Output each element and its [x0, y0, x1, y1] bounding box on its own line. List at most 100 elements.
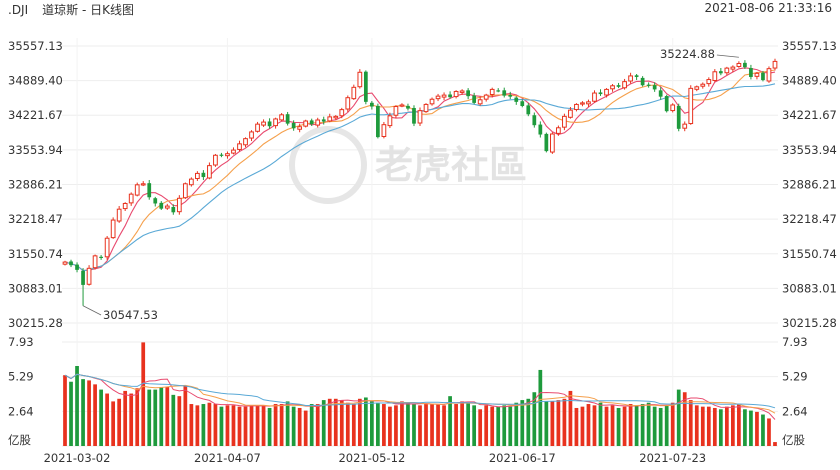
candle-body [652, 85, 657, 90]
candle-body [381, 124, 387, 137]
price-tick-right: 31550.74 [782, 247, 837, 261]
candle-body [333, 115, 339, 119]
candle-body [628, 75, 633, 82]
candle-body [406, 105, 410, 109]
candle-body [435, 95, 441, 100]
volume-bar [622, 406, 627, 446]
candle-body [159, 202, 164, 209]
volume-bar [520, 400, 525, 446]
candle-body [140, 183, 146, 186]
candle-body [772, 60, 778, 69]
candle-body [99, 256, 103, 258]
candle-body [412, 107, 416, 124]
volume-bar [490, 406, 495, 446]
volume-bar [93, 384, 97, 446]
volume-bar [634, 405, 639, 446]
volume-bar [376, 402, 380, 446]
price-tick-left: 33553.94 [8, 143, 63, 157]
candle-body [544, 133, 549, 152]
candle-body [532, 115, 537, 126]
chart-title: 道琼斯 - 日K线图 [42, 3, 134, 17]
volume-bar [333, 398, 338, 446]
candle-body [327, 116, 333, 122]
candle-body [86, 267, 92, 285]
volume-bar [69, 381, 73, 446]
candle-body [682, 123, 688, 129]
volume-unit-left: 亿股 [8, 433, 31, 447]
volume-bar [303, 410, 308, 446]
candle-body [291, 123, 296, 129]
date-tick: 2021-05-12 [338, 451, 405, 465]
candle-body [303, 120, 309, 127]
volume-bar [129, 393, 134, 446]
volume-bar [105, 393, 109, 446]
candle-body [568, 109, 573, 118]
volume-bar [382, 404, 386, 446]
candle-body [441, 94, 447, 98]
volume-bar [514, 402, 519, 446]
candle-body [188, 178, 194, 186]
volume-ma20-line [64, 373, 776, 409]
candle-body [182, 183, 188, 199]
volume-bar [412, 404, 416, 446]
volume-bar [135, 388, 140, 446]
watermark-logo [289, 126, 367, 204]
volume-bar [484, 405, 489, 446]
volume-bar [406, 402, 410, 446]
volume-series [63, 342, 777, 446]
candle-body [195, 172, 200, 179]
candle-body [207, 165, 212, 179]
candle-body [700, 83, 706, 87]
price-tick-right: 34889.40 [782, 74, 837, 88]
volume-bar [213, 404, 218, 446]
candle-body [754, 72, 760, 77]
price-tick-right: 34221.67 [782, 108, 837, 122]
volume-ma5-line [64, 373, 776, 420]
candle-body [201, 172, 206, 178]
candle-body [694, 86, 700, 90]
volume-bar [255, 405, 260, 446]
candle-body [622, 81, 627, 89]
candle-body [472, 95, 477, 103]
candle-body [453, 90, 459, 98]
price-tick-right: 33553.94 [782, 143, 837, 157]
candle-body [676, 105, 681, 129]
candle-body [610, 85, 615, 90]
volume-bar [267, 407, 272, 446]
candle-body [171, 207, 176, 213]
candle-body [249, 131, 254, 139]
volume-bar [712, 407, 717, 446]
volume-bar [357, 398, 362, 446]
candle-body [164, 205, 170, 209]
candle-body [550, 133, 555, 153]
volume-bar [761, 414, 765, 446]
candle-body [69, 261, 73, 266]
candle-body [261, 121, 266, 126]
candle-body [92, 255, 98, 269]
volume-bar [75, 366, 79, 446]
candle-body [749, 68, 753, 77]
volume-bar [610, 405, 615, 446]
volume-tick-left: 7.93 [8, 335, 34, 349]
candle-body [496, 90, 501, 92]
volume-bar [682, 392, 687, 446]
volume-bar [743, 409, 747, 446]
chart-header-left: .DJI 道琼斯 - 日K线图 [8, 1, 148, 18]
candle-body [153, 198, 158, 204]
volume-tick-right: 5.29 [782, 370, 808, 384]
volume-average-lines [64, 373, 776, 420]
candle-body [285, 114, 290, 124]
volume-bar [737, 404, 741, 446]
volume-bar [394, 405, 398, 446]
candle-body [706, 79, 712, 85]
volume-bar [604, 406, 609, 446]
candle-body [237, 143, 242, 150]
date-tick: 2021-04-07 [194, 451, 261, 465]
volume-bar [309, 404, 314, 446]
price-tick-right: 30215.28 [782, 316, 837, 330]
candle-body [502, 90, 507, 96]
volume-bar [424, 404, 428, 446]
volume-bar [598, 402, 603, 446]
volume-bar [628, 404, 633, 446]
volume-bar [351, 404, 356, 446]
